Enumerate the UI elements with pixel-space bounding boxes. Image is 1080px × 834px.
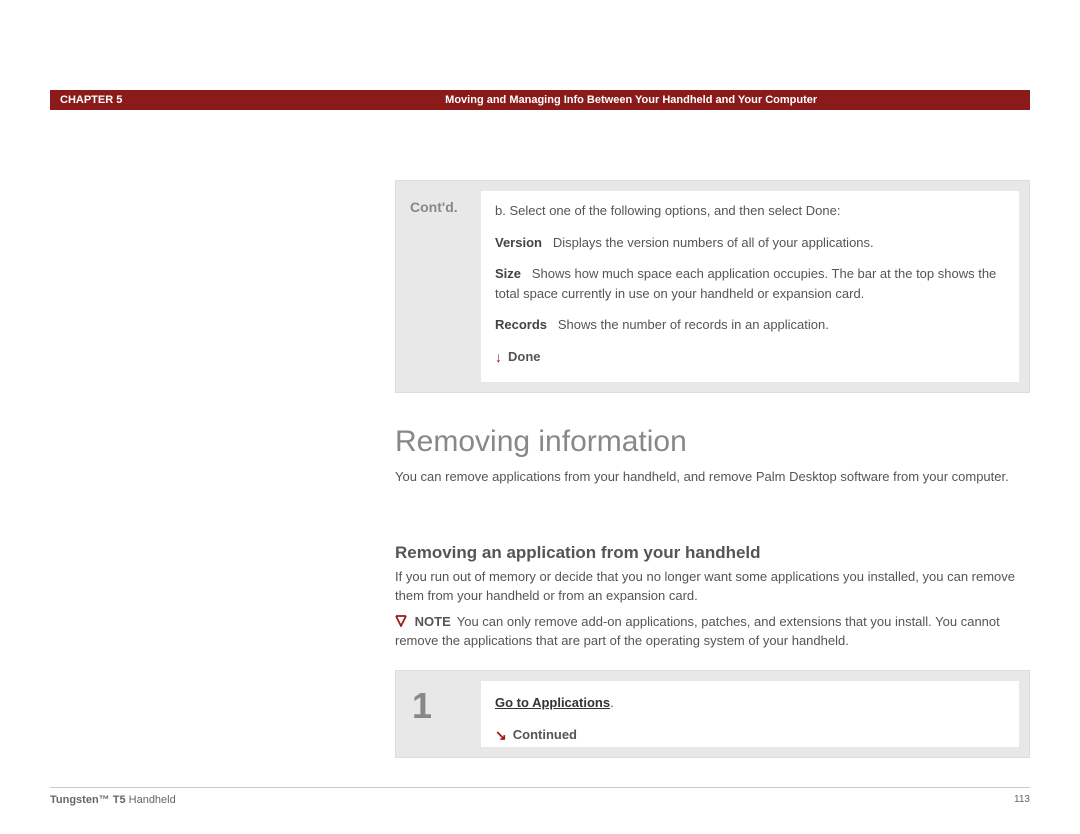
footer-page-number: 113 [1014,794,1030,806]
note-block: NOTEYou can only remove add-on applicati… [395,613,1030,651]
arrow-down-icon: ↓ [495,347,502,368]
continued-label-text: Continued [513,725,577,745]
page-footer: Tungsten™ T5 Handheld 113 [50,787,1030,806]
contd-intro-text: b. Select one of the following options, … [495,201,1005,221]
step-number: 1 [396,671,481,757]
go-to-applications-link[interactable]: Go to Applications [495,695,610,710]
records-desc: Shows the number of records in an applic… [558,317,829,332]
version-definition: Version Displays the version numbers of … [495,233,1005,253]
subsection-heading: Removing an application from your handhe… [395,543,761,563]
step-box: 1 Go to Applications. ↘ Continued [395,670,1030,758]
continued-instruction-box: Cont'd. b. Select one of the following o… [395,180,1030,393]
records-definition: Records Shows the number of records in a… [495,315,1005,335]
note-icon [395,614,411,629]
version-desc: Displays the version numbers of all of y… [553,235,874,250]
done-indicator: ↓ Done [495,347,1005,368]
size-desc: Shows how much space each application oc… [495,266,996,301]
continued-label: Cont'd. [396,181,481,392]
section-paragraph: You can remove applications from your ha… [395,468,1030,487]
chapter-number-label: CHAPTER 5 [60,94,122,106]
footer-product-rest: Handheld [126,794,176,806]
step-content: Go to Applications. ↘ Continued [481,681,1019,747]
continued-content: b. Select one of the following options, … [481,191,1019,382]
records-term: Records [495,317,547,332]
note-text: You can only remove add-on applications,… [395,614,1000,648]
section-heading: Removing information [395,425,687,459]
chapter-header-bar: CHAPTER 5 Moving and Managing Info Betwe… [50,90,1030,110]
note-label: NOTE [415,614,451,629]
size-term: Size [495,266,521,281]
chapter-title: Moving and Managing Info Between Your Ha… [122,94,1020,106]
footer-product-name: Tungsten™ T5 Handheld [50,794,176,806]
footer-product-bold: Tungsten™ T5 [50,794,126,806]
subsection-paragraph: If you run out of memory or decide that … [395,568,1030,606]
arrow-diagonal-icon: ↘ [495,725,507,746]
version-term: Version [495,235,542,250]
done-label: Done [508,347,541,367]
continued-indicator: ↘ Continued [495,725,1005,746]
size-definition: Size Shows how much space each applicati… [495,264,1005,303]
step-period: . [610,695,614,710]
